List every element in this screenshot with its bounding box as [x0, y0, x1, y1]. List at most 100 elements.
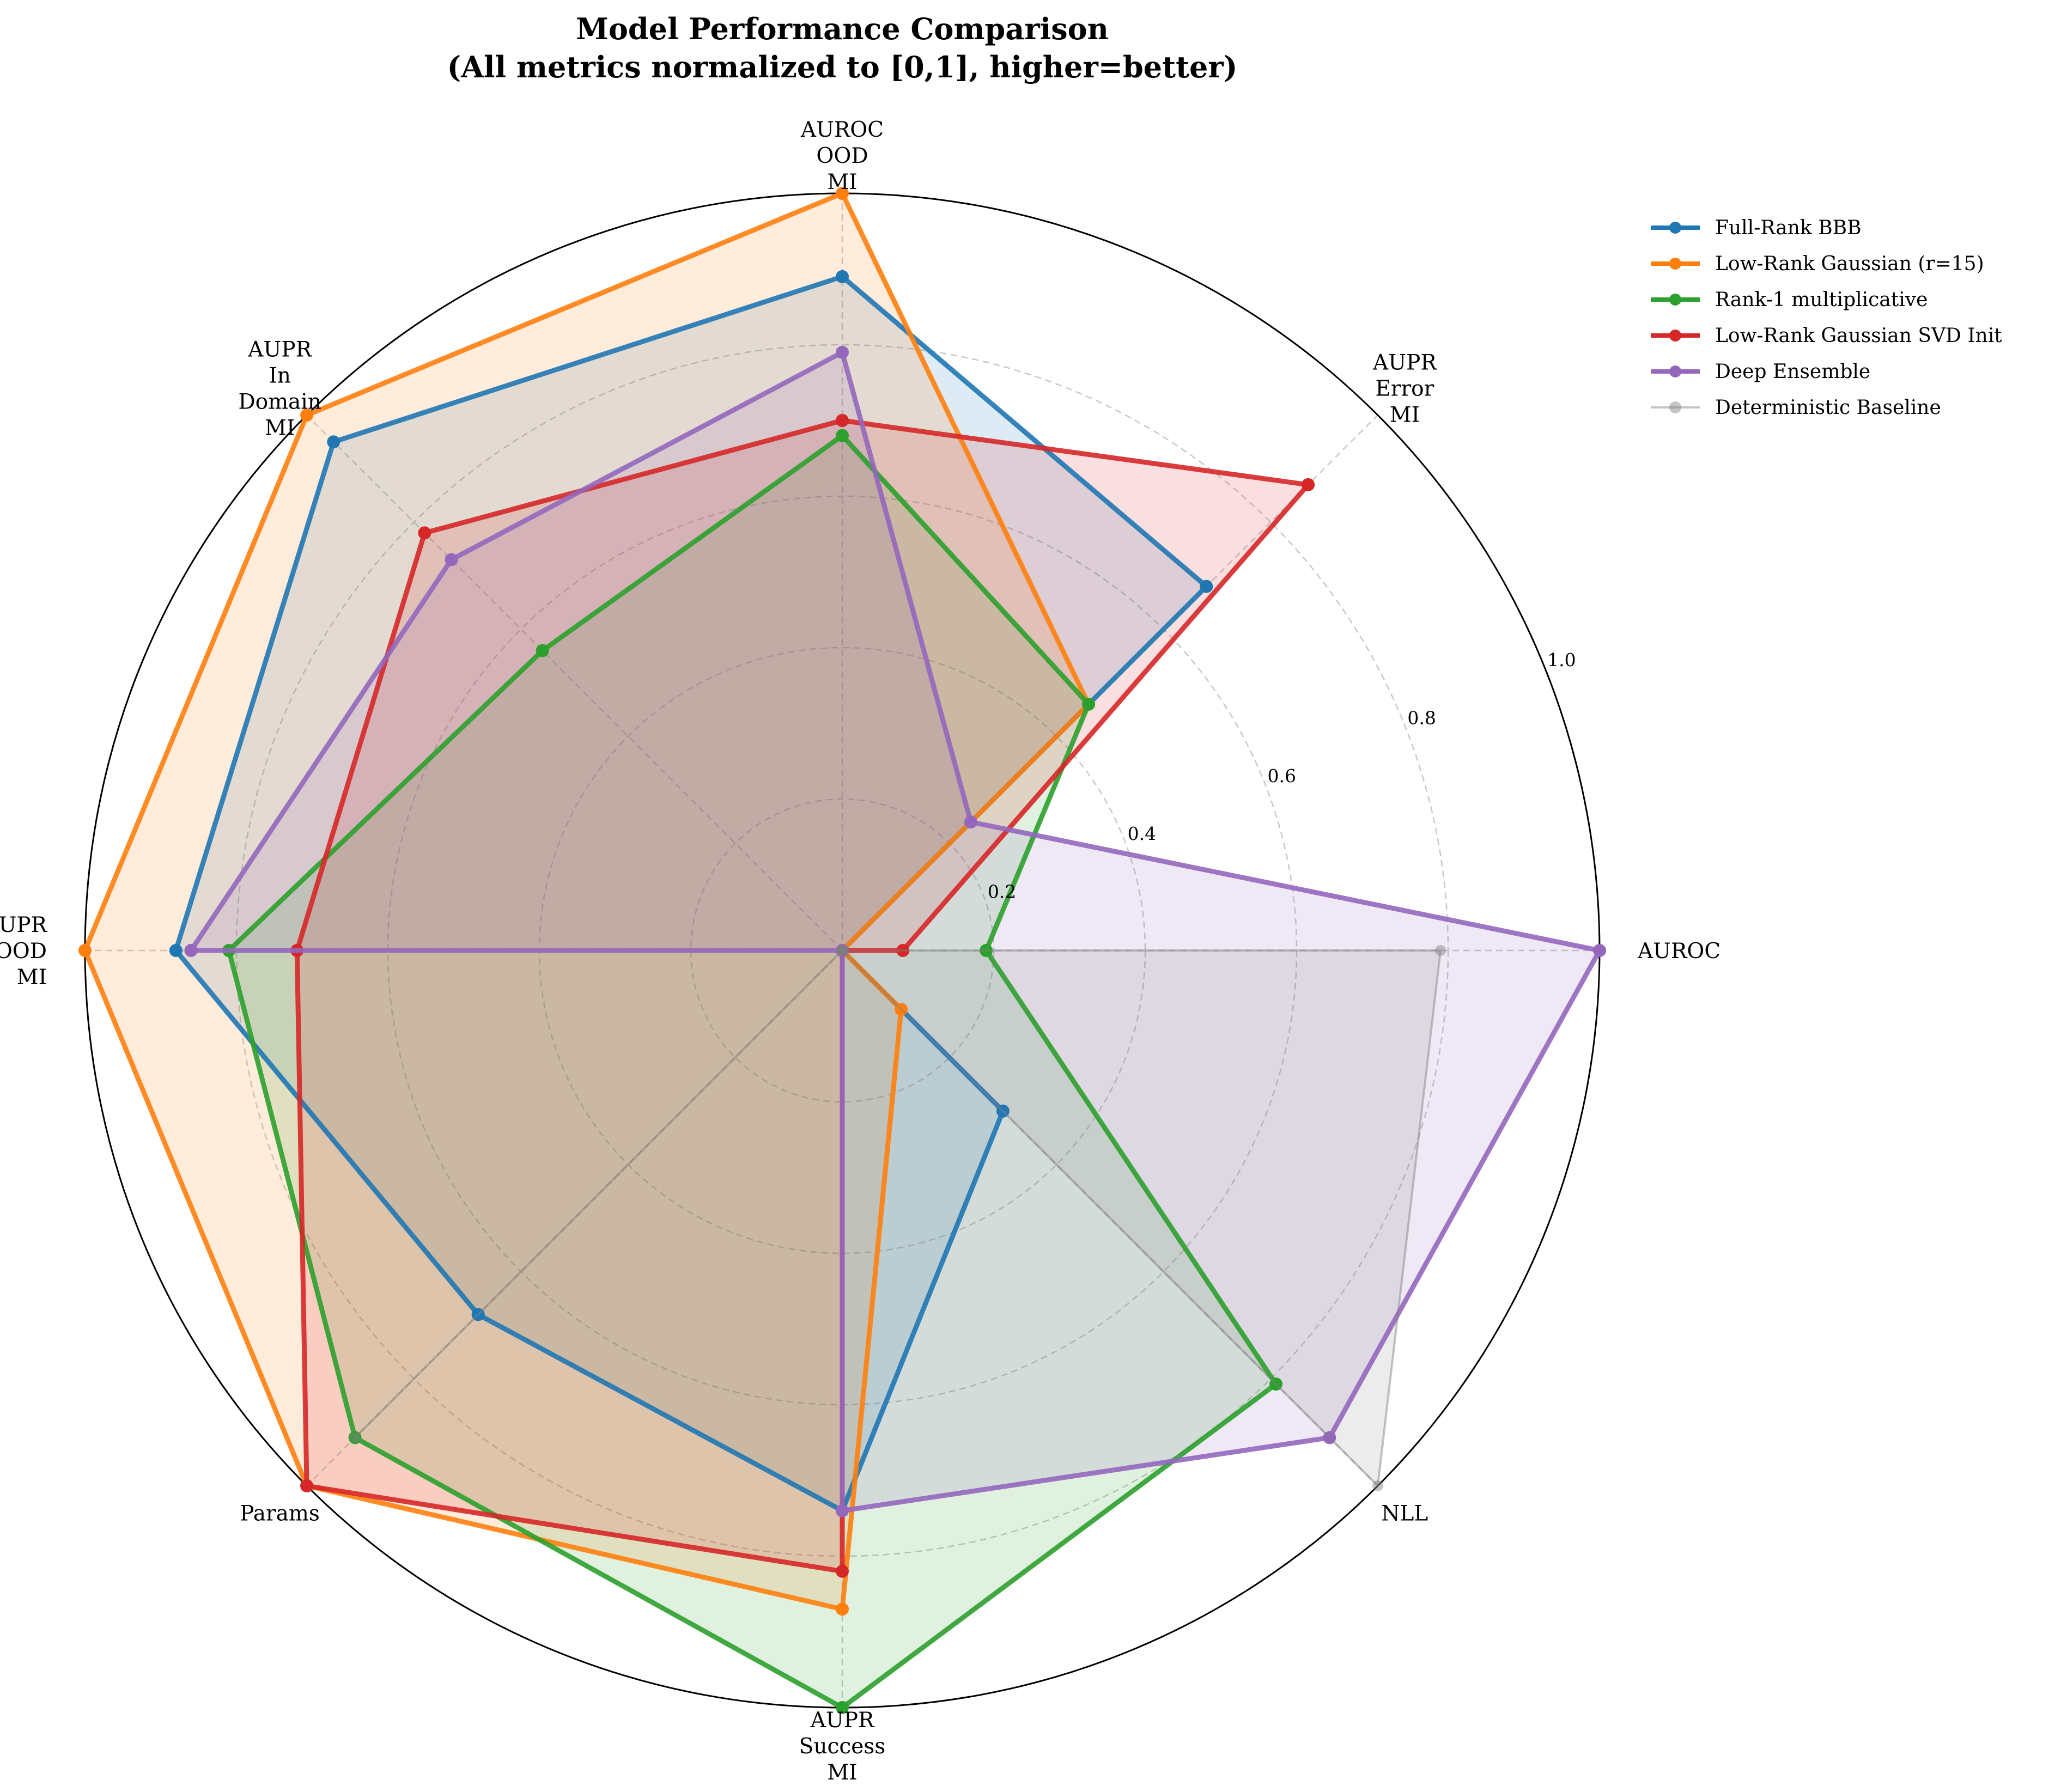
- data-point: [445, 553, 458, 566]
- data-point: [836, 270, 849, 283]
- data-point: [836, 345, 849, 359]
- axis-label: AUPR: [810, 1708, 875, 1733]
- series-fill: [297, 420, 1309, 1571]
- axis-labels: AUROCAUPRErrorMIAUROCOODMIAUPRInDomainMI…: [0, 118, 1721, 1785]
- data-point: [1200, 580, 1213, 593]
- data-point: [78, 944, 92, 957]
- data-point: [300, 1479, 314, 1492]
- legend-swatch-marker: [1669, 330, 1681, 342]
- legend-label: Rank-1 multiplicative: [1715, 289, 1928, 311]
- data-point: [895, 1003, 908, 1016]
- chart-subtitle: (All metrics normalized to [0,1], higher…: [447, 50, 1238, 84]
- axis-label: AUROC: [1637, 939, 1721, 964]
- axis-label: MI: [827, 1760, 857, 1785]
- axis-label: Success: [799, 1734, 886, 1759]
- data-point: [1323, 1431, 1336, 1444]
- legend-entry: Deep Ensemble: [1651, 361, 1870, 383]
- series-group: [184, 345, 1606, 1517]
- data-point: [471, 1308, 485, 1321]
- series-fill: [355, 950, 1441, 1486]
- legend-swatch-marker: [1669, 401, 1681, 413]
- data-point: [418, 526, 431, 540]
- series-line: [354, 949, 1442, 1487]
- data-point: [536, 644, 549, 657]
- axis-label: Error: [1375, 377, 1434, 401]
- data-point: [837, 945, 848, 956]
- series-fill: [85, 193, 1089, 1610]
- grid-circle: [690, 798, 995, 1103]
- data-point: [996, 1104, 1010, 1118]
- radial-tick-label: 1.0: [1547, 649, 1576, 671]
- legend-swatch-marker: [1669, 365, 1681, 377]
- legend-label: Full-Rank BBB: [1715, 217, 1862, 239]
- legend-label: Low-Rank Gaussian SVD Init: [1715, 325, 2002, 347]
- chart-title: Model Performance Comparison: [576, 11, 1109, 46]
- data-point: [980, 944, 993, 957]
- data-point: [348, 1431, 362, 1444]
- legend-label: Deterministic Baseline: [1715, 397, 1941, 419]
- radial-tick-label: 0.2: [988, 881, 1016, 903]
- series-fills: [85, 193, 1600, 1708]
- legend-label: Deep Ensemble: [1715, 361, 1870, 383]
- data-point: [1269, 1377, 1283, 1391]
- data-point: [836, 1701, 849, 1714]
- radial-tick-label: 0.4: [1128, 823, 1156, 844]
- axis-label: Params: [240, 1501, 320, 1526]
- data-point: [1302, 478, 1315, 491]
- radial-tick-labels: 0.2 0.4 0.6 0.8 1.0: [988, 649, 1576, 903]
- data-point: [964, 815, 977, 829]
- legend-swatch-marker: [1669, 258, 1681, 270]
- data-point: [349, 1432, 361, 1443]
- data-point: [836, 1564, 849, 1578]
- axis-label: AUPR: [0, 913, 48, 937]
- data-point: [1082, 697, 1096, 711]
- data-point: [836, 1602, 849, 1616]
- axis-label: AUPR: [1372, 351, 1437, 375]
- series-group: [349, 945, 1446, 1491]
- data-point: [1435, 945, 1446, 956]
- legend-swatch-marker: [1669, 222, 1681, 234]
- legend-entry: Deterministic Baseline: [1651, 397, 1941, 419]
- axis-label: MI: [265, 416, 295, 441]
- axis-label: MI: [827, 170, 857, 194]
- data-point: [896, 944, 910, 957]
- data-point: [300, 409, 314, 422]
- legend-entry: Low-Rank Gaussian SVD Init: [1651, 325, 2002, 347]
- legend-entry: Rank-1 multiplicative: [1651, 289, 1928, 311]
- series-lines: [78, 187, 1606, 1714]
- axis-label: OOD: [816, 144, 868, 168]
- axis-label: AUROC: [800, 118, 884, 142]
- axis-label: In: [269, 364, 291, 388]
- data-point: [1593, 944, 1606, 957]
- data-point: [836, 414, 849, 427]
- legend-entry: Full-Rank BBB: [1651, 217, 1862, 239]
- legend-entry: Low-Rank Gaussian (r=15): [1651, 253, 1984, 275]
- radial-tick-label: 0.8: [1407, 707, 1436, 728]
- data-point: [837, 945, 848, 956]
- data-point: [836, 429, 849, 442]
- data-point: [836, 944, 849, 957]
- grid-spoke: [306, 950, 843, 1486]
- data-point: [184, 944, 198, 957]
- axis-label: AUPR: [247, 338, 312, 362]
- axis-label: Domain: [238, 390, 321, 415]
- series-fill: [229, 435, 1276, 1708]
- axis-label: MI: [1390, 403, 1420, 428]
- axis-label: OOD: [0, 939, 47, 964]
- data-point: [327, 435, 341, 449]
- axis-label: NLL: [1381, 1501, 1428, 1526]
- data-point: [836, 187, 849, 200]
- data-point: [836, 1504, 849, 1517]
- radial-tick-label: 0.6: [1268, 765, 1296, 787]
- grid-spoke: [306, 415, 843, 951]
- data-point: [837, 945, 848, 956]
- data-point: [837, 945, 848, 956]
- legend-label: Low-Rank Gaussian (r=15): [1715, 253, 1984, 275]
- legend: Full-Rank BBB Low-Rank Gaussian (r=15) Ran…: [1651, 217, 2002, 419]
- data-point: [169, 944, 183, 957]
- data-point: [837, 945, 848, 956]
- legend-swatch-marker: [1669, 294, 1681, 306]
- axis-label: MI: [17, 965, 47, 990]
- series-fill: [191, 352, 1600, 1511]
